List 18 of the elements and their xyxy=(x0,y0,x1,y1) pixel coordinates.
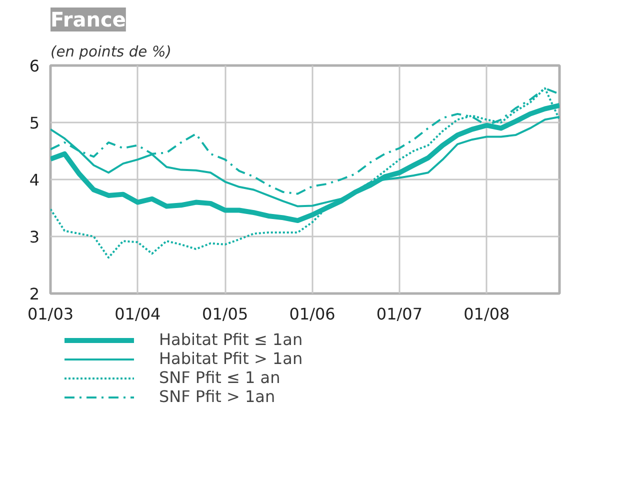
line-series xyxy=(50,87,560,259)
y-tick-label: 5 xyxy=(29,114,40,132)
x-tick-label: 01/04 xyxy=(114,304,161,324)
chart-subtitle: (en points de %) xyxy=(50,44,172,60)
legend-label: SNF Pfit ≤ 1 an xyxy=(159,368,280,387)
legend-label: Habitat Pfit > 1an xyxy=(159,349,303,368)
x-tick-label: 01/08 xyxy=(464,304,510,324)
legend-label: Habitat Pfit ≤ 1an xyxy=(159,330,303,349)
legend-label: SNF Pfit > 1an xyxy=(159,387,276,406)
x-tick-label: 01/07 xyxy=(376,304,423,324)
y-tick-label: 4 xyxy=(29,170,40,190)
x-tick-label: 01/06 xyxy=(289,304,336,324)
x-tick-label: 01/05 xyxy=(202,304,248,324)
y-tick-label: 2 xyxy=(29,284,40,304)
x-tick-label: 01/03 xyxy=(27,304,74,324)
y-tick-label: 6 xyxy=(29,56,40,76)
y-tick-label: 3 xyxy=(29,228,40,246)
chart-title: France xyxy=(50,8,126,32)
